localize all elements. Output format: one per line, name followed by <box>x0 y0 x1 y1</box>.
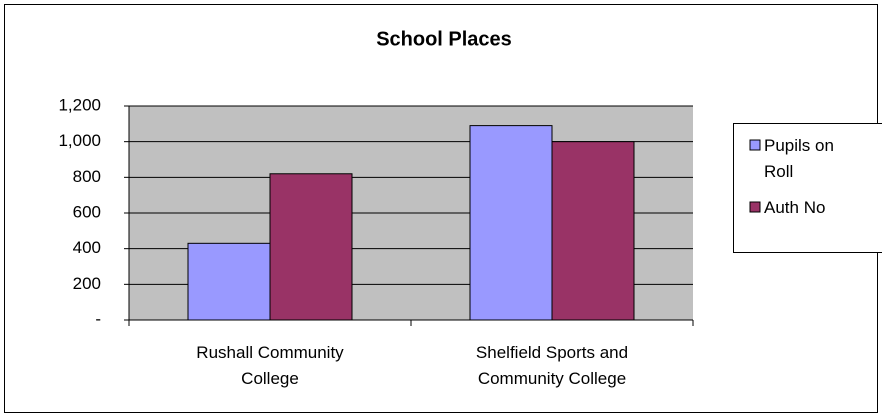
y-tick-label: 1,200 <box>58 95 101 114</box>
y-tick-label: 400 <box>73 238 101 257</box>
y-tick-label: 200 <box>73 274 101 293</box>
y-tick-label: 1,000 <box>58 131 101 150</box>
y-tick-label: - <box>95 309 101 328</box>
legend-swatch <box>749 201 761 213</box>
bar <box>469 125 553 321</box>
bar <box>269 173 353 321</box>
legend-label: Auth No <box>764 198 826 217</box>
y-tick-label: 800 <box>73 167 101 186</box>
bar <box>187 242 271 321</box>
y-tick-label: 600 <box>73 202 101 221</box>
chart-title: School Places <box>376 28 512 50</box>
x-tick-label: Rushall Community College <box>196 343 344 388</box>
legend-swatch <box>749 139 761 151</box>
legend-label: Pupils on Roll <box>764 136 834 181</box>
x-tick-label: Shelfield Sports and Community College <box>475 343 629 388</box>
bar <box>551 141 635 321</box>
